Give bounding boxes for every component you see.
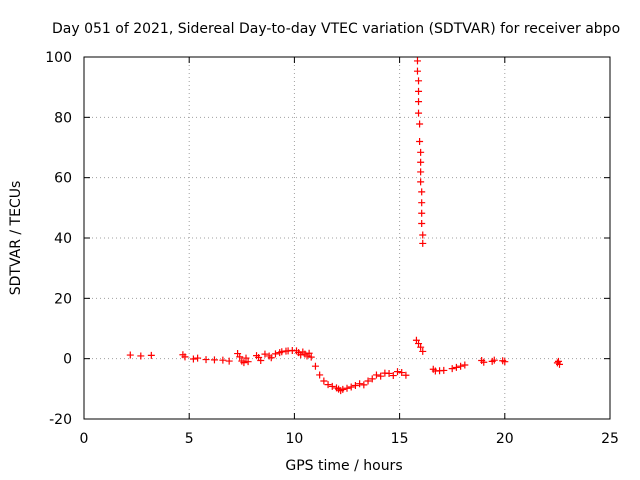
data-point bbox=[415, 109, 423, 117]
data-point bbox=[448, 365, 456, 373]
data-point bbox=[257, 356, 265, 364]
y-axis-label: SDTVAR / TECUs bbox=[8, 181, 24, 296]
data-point bbox=[413, 57, 421, 65]
data-point bbox=[480, 358, 488, 366]
x-tick-label: 5 bbox=[185, 431, 194, 447]
data-point bbox=[457, 362, 465, 370]
data-point bbox=[389, 372, 397, 380]
x-tick-label: 10 bbox=[285, 431, 303, 447]
data-point bbox=[415, 77, 423, 85]
data-point bbox=[126, 351, 134, 359]
y-tick-label: 60 bbox=[54, 171, 72, 187]
data-point bbox=[418, 199, 426, 207]
data-point bbox=[324, 381, 332, 389]
data-point bbox=[356, 380, 364, 388]
data-point bbox=[440, 366, 448, 374]
data-point bbox=[320, 377, 328, 385]
data-point bbox=[417, 168, 425, 176]
data-point bbox=[377, 372, 385, 380]
data-point bbox=[364, 377, 372, 385]
data-point bbox=[351, 382, 359, 390]
data-point bbox=[419, 239, 427, 247]
data-point bbox=[413, 67, 421, 75]
y-tick-label: 100 bbox=[45, 50, 72, 66]
data-point bbox=[385, 369, 393, 377]
data-point bbox=[416, 137, 424, 145]
data-point bbox=[418, 188, 426, 196]
data-point bbox=[419, 231, 427, 239]
grid-lines bbox=[84, 57, 610, 419]
data-point bbox=[219, 356, 227, 364]
data-point bbox=[415, 98, 423, 106]
data-point bbox=[372, 371, 380, 379]
data-markers bbox=[126, 57, 564, 395]
data-point bbox=[311, 362, 319, 370]
data-point bbox=[240, 359, 248, 367]
data-point bbox=[343, 384, 351, 392]
y-tick-label: 40 bbox=[54, 231, 72, 247]
data-point bbox=[417, 178, 425, 186]
data-point bbox=[415, 340, 423, 348]
y-tick-label: 80 bbox=[54, 110, 72, 126]
x-axis-label: GPS time / hours bbox=[285, 458, 402, 474]
data-point bbox=[393, 368, 401, 376]
data-point bbox=[194, 354, 202, 362]
data-point bbox=[415, 87, 423, 95]
data-point bbox=[368, 375, 376, 383]
chart-title: Day 051 of 2021, Sidereal Day-to-day VTE… bbox=[52, 21, 620, 37]
data-point bbox=[360, 381, 368, 389]
data-point bbox=[554, 357, 562, 365]
data-point bbox=[402, 371, 410, 379]
data-point bbox=[417, 158, 425, 166]
data-point bbox=[189, 355, 197, 363]
data-point bbox=[137, 352, 145, 360]
data-point bbox=[416, 120, 424, 128]
x-axis: 0 5 10 15 20 25 bbox=[80, 57, 619, 447]
data-point bbox=[418, 220, 426, 228]
x-tick-label: 15 bbox=[391, 431, 409, 447]
y-axis: -20 0 20 40 60 80 100 bbox=[45, 50, 610, 428]
data-point bbox=[501, 358, 509, 366]
data-point bbox=[244, 358, 252, 366]
data-point bbox=[490, 356, 498, 364]
y-tick-label: 20 bbox=[54, 291, 72, 307]
x-tick-label: 25 bbox=[601, 431, 619, 447]
data-point bbox=[147, 351, 155, 359]
data-point bbox=[307, 353, 315, 361]
data-point bbox=[316, 371, 324, 379]
plot-frame bbox=[83, 56, 611, 420]
data-point bbox=[267, 354, 275, 362]
y-tick-label: 0 bbox=[63, 352, 72, 368]
x-tick-label: 20 bbox=[496, 431, 514, 447]
data-point bbox=[398, 369, 406, 377]
data-point bbox=[278, 348, 286, 356]
data-point bbox=[202, 356, 210, 364]
data-point bbox=[347, 383, 355, 391]
data-point bbox=[339, 385, 347, 393]
data-point bbox=[328, 382, 336, 390]
data-point bbox=[461, 361, 469, 369]
data-point bbox=[418, 209, 426, 217]
data-point bbox=[242, 354, 250, 362]
data-point bbox=[236, 353, 244, 361]
data-point bbox=[271, 350, 279, 358]
x-tick-label: 0 bbox=[80, 431, 89, 447]
y-tick-label: -20 bbox=[49, 412, 72, 428]
data-point bbox=[225, 357, 233, 365]
data-point bbox=[417, 148, 425, 156]
data-point bbox=[261, 350, 269, 358]
data-point bbox=[417, 343, 425, 351]
data-point bbox=[452, 363, 460, 371]
data-point bbox=[210, 356, 218, 364]
data-point bbox=[305, 349, 313, 357]
data-point bbox=[556, 360, 564, 368]
data-point bbox=[181, 353, 189, 361]
data-point bbox=[419, 347, 427, 355]
